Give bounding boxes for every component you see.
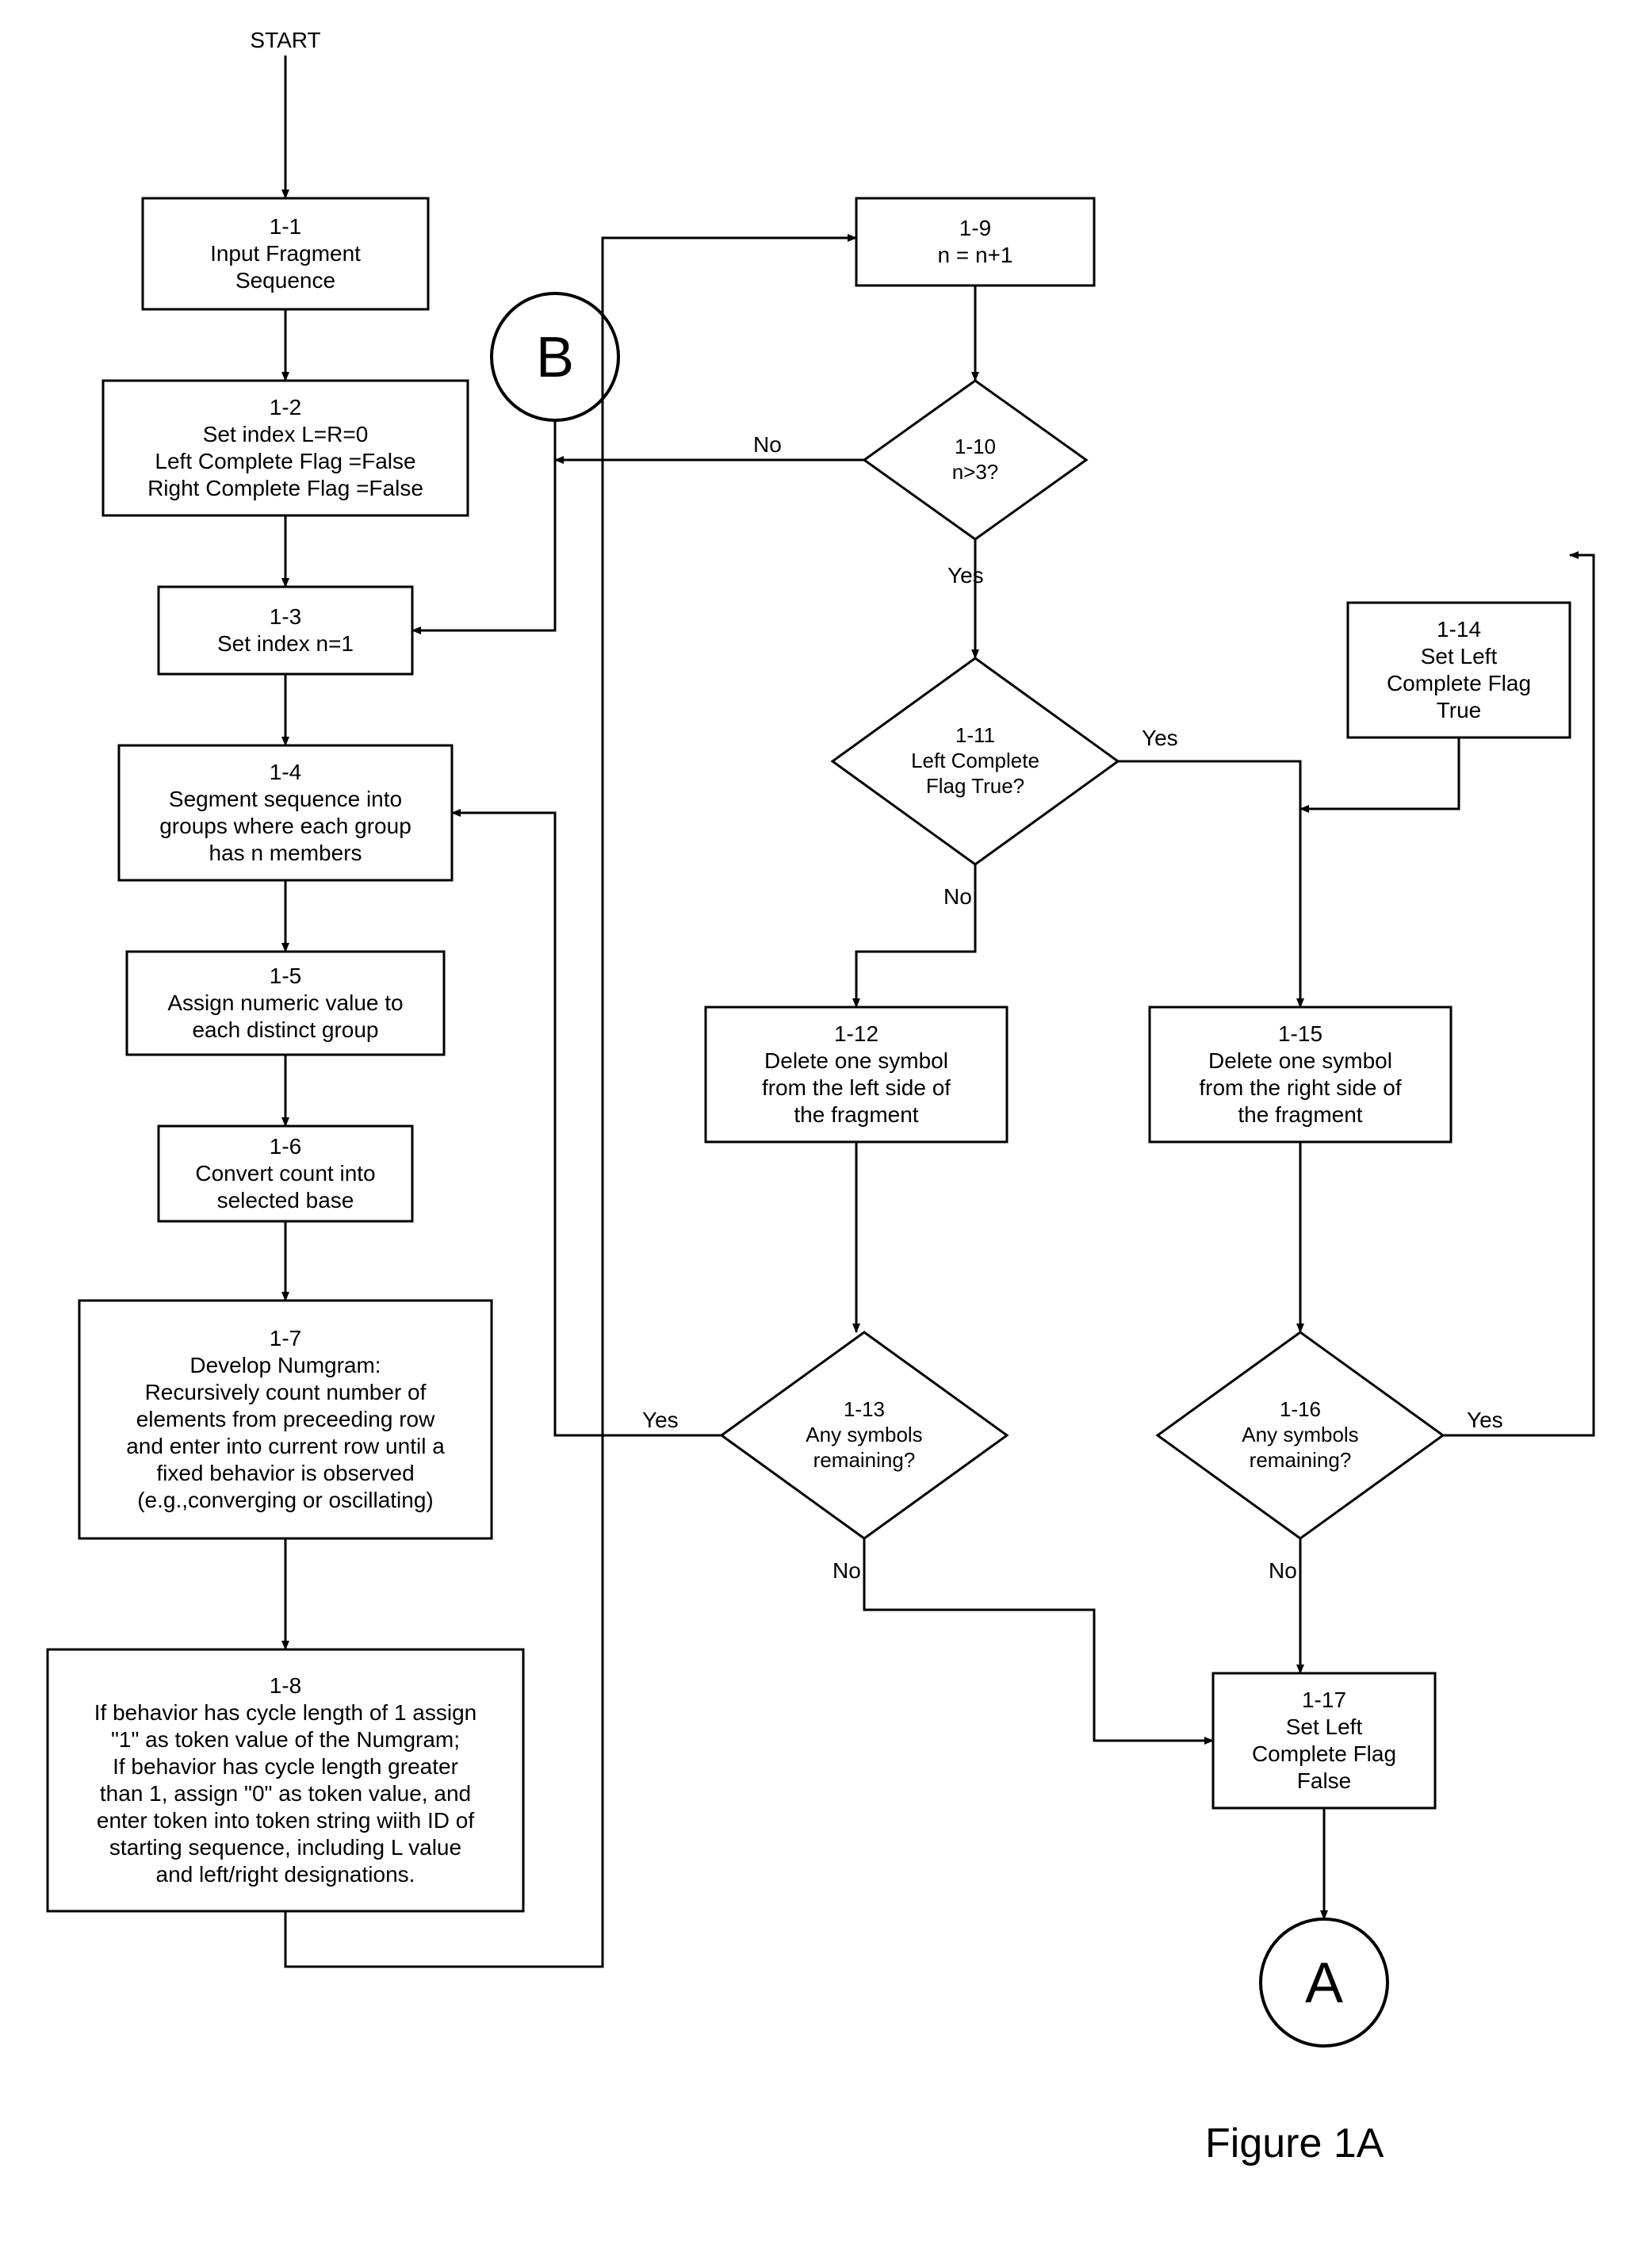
svg-text:1-16: 1-16 (1280, 1397, 1321, 1421)
svg-text:True: True (1437, 698, 1482, 722)
svg-text:Flag True?: Flag True? (926, 774, 1024, 798)
process-1-9 (856, 198, 1094, 285)
svg-text:Set index n=1: Set index n=1 (217, 631, 354, 656)
svg-text:If behavior has cycle length o: If behavior has cycle length of 1 assign (94, 1700, 477, 1725)
svg-text:1-9: 1-9 (959, 216, 991, 240)
svg-text:Left Complete Flag =False: Left Complete Flag =False (155, 449, 415, 473)
connector-a-label: A (1305, 1952, 1343, 2015)
svg-text:n>3?: n>3? (952, 460, 999, 484)
svg-text:Input Fragment: Input Fragment (210, 241, 361, 266)
svg-text:Any symbols: Any symbols (806, 1423, 922, 1446)
svg-text:Complete Flag: Complete Flag (1387, 671, 1531, 695)
svg-text:starting sequence, including L: starting sequence, including L value (109, 1835, 461, 1860)
svg-text:1-3: 1-3 (270, 604, 301, 629)
svg-text:1-8: 1-8 (270, 1673, 301, 1698)
svg-text:If behavior has cycle length g: If behavior has cycle length greater (113, 1754, 458, 1779)
svg-text:1-7: 1-7 (270, 1326, 301, 1350)
svg-text:than 1, assign "0" as token va: than 1, assign "0" as token value, and (100, 1781, 471, 1806)
svg-text:Sequence: Sequence (235, 268, 335, 293)
svg-text:Yes: Yes (1467, 1408, 1503, 1432)
svg-text:1-5: 1-5 (270, 964, 301, 988)
figure-caption: Figure 1A (1205, 2121, 1384, 2166)
svg-text:1-11: 1-11 (955, 723, 995, 747)
svg-text:from the left side of: from the left side of (762, 1075, 951, 1100)
svg-text:has n members: has n members (209, 841, 362, 865)
svg-text:(e.g.,converging or oscillatin: (e.g.,converging or oscillating) (137, 1488, 434, 1512)
svg-text:1-15: 1-15 (1278, 1021, 1322, 1046)
svg-text:1-17: 1-17 (1302, 1688, 1346, 1712)
svg-text:Any symbols: Any symbols (1242, 1423, 1358, 1446)
svg-text:Convert count into: Convert count into (195, 1161, 375, 1186)
svg-text:No: No (753, 432, 782, 457)
svg-text:selected base: selected base (217, 1188, 354, 1213)
svg-text:Right Complete Flag =False: Right Complete Flag =False (147, 476, 423, 500)
svg-text:False: False (1297, 1768, 1351, 1793)
svg-text:Delete one symbol: Delete one symbol (1208, 1048, 1392, 1073)
process-1-3 (159, 587, 412, 674)
svg-text:from the right side of: from the right side of (1199, 1075, 1401, 1100)
svg-text:1-6: 1-6 (270, 1134, 301, 1159)
svg-text:1-2: 1-2 (270, 395, 301, 420)
svg-text:1-4: 1-4 (270, 760, 301, 784)
svg-text:No: No (943, 884, 972, 909)
svg-text:No: No (832, 1558, 861, 1583)
svg-text:remaining?: remaining? (813, 1448, 916, 1472)
svg-text:"1" as token value of the Numg: "1" as token value of the Numgram; (111, 1727, 460, 1752)
svg-text:Set Left: Set Left (1421, 644, 1498, 669)
svg-text:1-14: 1-14 (1437, 617, 1481, 642)
start-label: START (250, 28, 320, 52)
svg-text:groups where each group: groups where each group (159, 814, 411, 838)
svg-text:1-10: 1-10 (955, 435, 996, 458)
svg-text:1-1: 1-1 (270, 214, 301, 239)
svg-text:No: No (1269, 1558, 1297, 1583)
svg-text:elements from preceeding row: elements from preceeding row (136, 1407, 435, 1431)
svg-text:Recursively count number of: Recursively count number of (145, 1380, 427, 1404)
svg-text:Complete Flag: Complete Flag (1252, 1741, 1396, 1766)
svg-text:Develop Numgram:: Develop Numgram: (189, 1353, 381, 1377)
svg-text:Left Complete: Left Complete (911, 749, 1039, 772)
flowchart-canvas: START 1-1Input FragmentSequence1-2Set in… (0, 0, 1642, 2268)
svg-text:enter token into token string: enter token into token string wiith ID o… (97, 1808, 474, 1833)
svg-text:1-12: 1-12 (834, 1021, 878, 1046)
svg-text:Assign numeric value to: Assign numeric value to (167, 990, 403, 1015)
svg-text:remaining?: remaining? (1250, 1448, 1352, 1472)
svg-text:Set index L=R=0: Set index L=R=0 (203, 422, 369, 446)
svg-text:n = n+1: n = n+1 (938, 243, 1013, 267)
connector-b-label: B (536, 326, 574, 389)
svg-text:and enter into current row unt: and enter into current row until a (126, 1434, 445, 1458)
svg-text:Yes: Yes (1142, 726, 1178, 750)
svg-text:1-13: 1-13 (844, 1397, 885, 1421)
svg-text:Segment sequence into: Segment sequence into (169, 787, 402, 811)
svg-text:and left/right designations.: and left/right designations. (156, 1862, 415, 1887)
svg-text:each distinct group: each distinct group (192, 1017, 378, 1042)
svg-text:Yes: Yes (642, 1408, 679, 1432)
svg-text:fixed behavior is observed: fixed behavior is observed (156, 1461, 414, 1485)
svg-text:Set Left: Set Left (1286, 1714, 1363, 1739)
svg-text:Delete one symbol: Delete one symbol (764, 1048, 948, 1073)
svg-text:the fragment: the fragment (794, 1102, 918, 1127)
svg-text:the fragment: the fragment (1238, 1102, 1362, 1127)
svg-text:Yes: Yes (947, 563, 984, 588)
